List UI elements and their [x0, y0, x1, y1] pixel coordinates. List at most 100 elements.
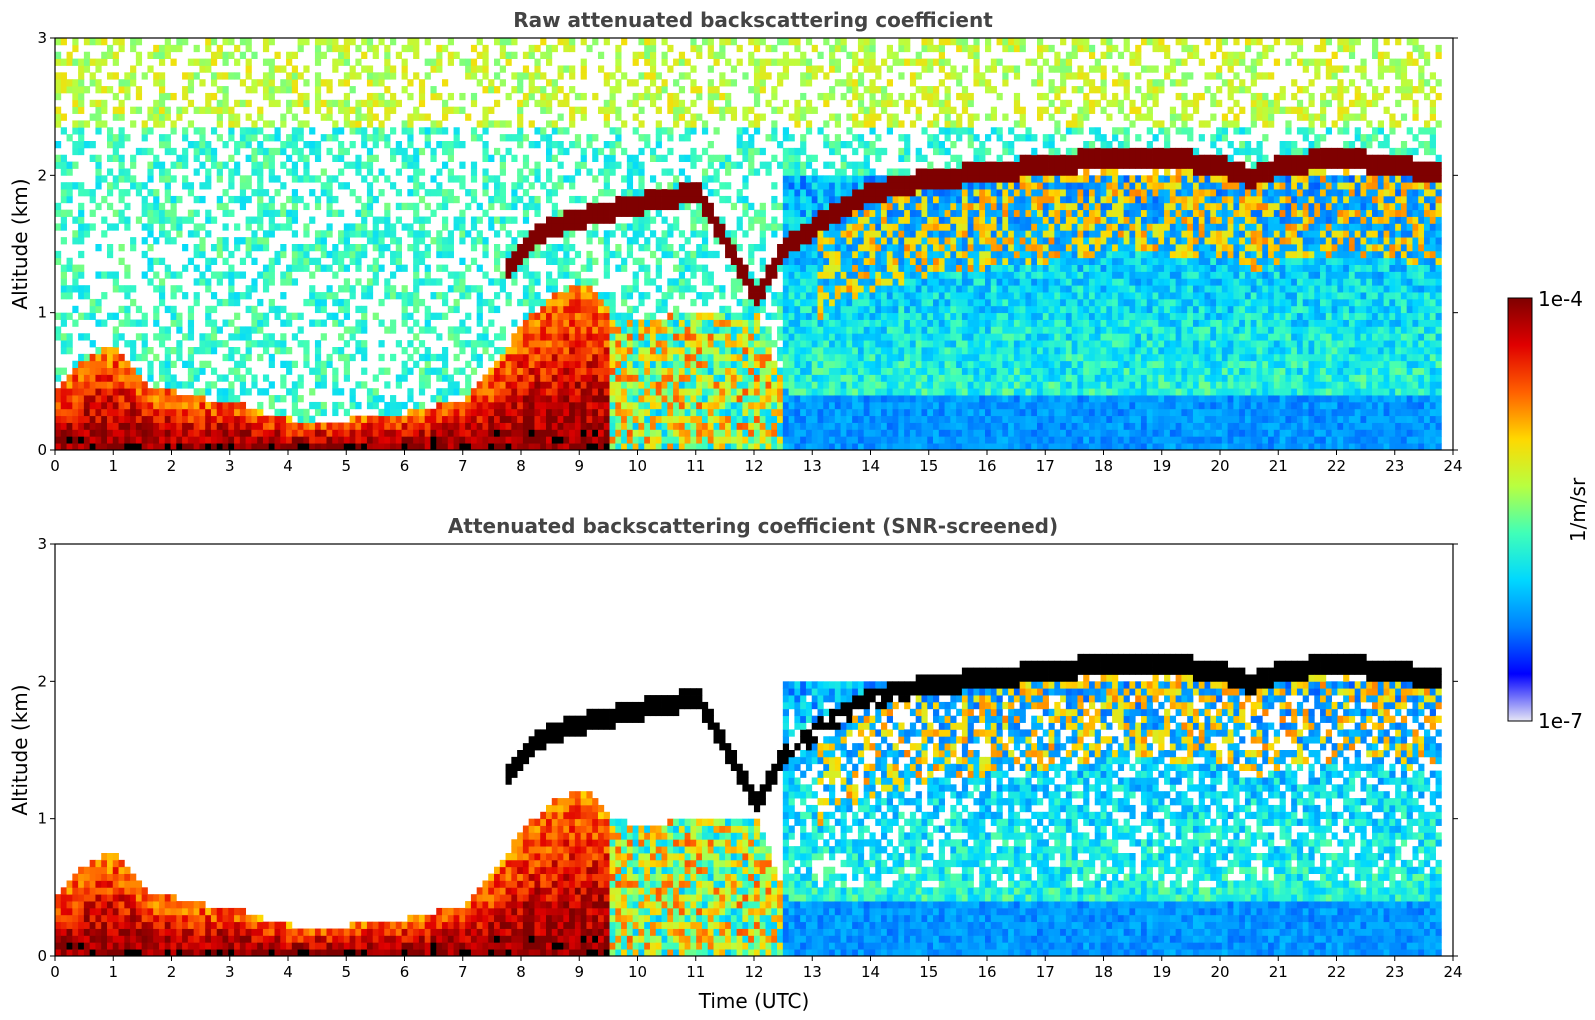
heatmap-cell — [794, 161, 801, 169]
heatmap-cell — [667, 326, 674, 334]
heatmap-cell — [580, 154, 587, 162]
heatmap-cell — [777, 264, 784, 272]
heatmap-cell — [517, 257, 524, 265]
heatmap-cell — [511, 436, 518, 444]
heatmap-cell — [805, 298, 813, 307]
heatmap-cell — [314, 408, 322, 417]
heatmap-cell — [800, 401, 807, 410]
heatmap-cell — [840, 415, 847, 423]
heatmap-cell — [343, 161, 350, 169]
heatmap-cell — [482, 250, 489, 259]
heatmap-cell — [418, 223, 426, 231]
heatmap-cell — [262, 237, 270, 245]
heatmap-cell — [649, 388, 657, 396]
heatmap-cell — [199, 58, 206, 66]
heatmap-cell — [684, 360, 691, 368]
heatmap-cell — [707, 415, 714, 423]
heatmap-cell — [205, 141, 212, 149]
heatmap-cell — [823, 367, 830, 375]
heatmap-cell — [603, 305, 610, 314]
heatmap-cell — [753, 92, 761, 101]
heatmap-cell — [661, 292, 668, 300]
heatmap-cell — [158, 388, 166, 396]
heatmap-cell — [846, 360, 853, 368]
heatmap-cell — [83, 367, 91, 375]
heatmap-cell — [158, 216, 166, 224]
heatmap-cell — [106, 347, 114, 355]
heatmap-cell — [118, 401, 125, 410]
heatmap-cell — [655, 154, 662, 162]
heatmap-cell — [268, 401, 275, 410]
heatmap-cell — [141, 72, 148, 80]
heatmap-cell — [615, 347, 622, 355]
heatmap-cell — [777, 202, 784, 211]
heatmap-cell — [546, 326, 553, 334]
heatmap-cell — [89, 436, 96, 444]
heatmap-cell — [603, 244, 610, 252]
heatmap-cell — [632, 209, 639, 217]
heatmap-cell — [719, 408, 726, 417]
heatmap-cell — [846, 326, 853, 334]
heatmap-cell — [199, 360, 206, 368]
heatmap-cell — [690, 250, 697, 259]
heatmap-cell — [447, 436, 454, 444]
heatmap-cell — [557, 182, 564, 190]
heatmap-cell — [170, 58, 177, 66]
heatmap-cell — [234, 44, 241, 53]
heatmap-cell — [66, 292, 73, 300]
heatmap-cell — [655, 381, 662, 389]
heatmap-cell — [673, 113, 680, 121]
heatmap-cell — [442, 250, 449, 259]
heatmap-cell — [615, 395, 622, 403]
heatmap-cell — [696, 436, 703, 444]
heatmap-cell — [667, 443, 674, 451]
heatmap-cell — [632, 223, 639, 231]
heatmap-cell — [800, 292, 807, 300]
heatmap-cell — [459, 106, 466, 114]
heatmap-cell — [603, 189, 610, 197]
heatmap-cell — [574, 223, 582, 231]
heatmap-cell — [794, 223, 801, 231]
heatmap-cell — [205, 443, 212, 451]
heatmap-cell — [164, 175, 171, 183]
heatmap-cell — [291, 360, 299, 368]
heatmap-cell — [777, 257, 784, 265]
heatmap-cell — [147, 202, 154, 211]
heatmap-cell — [239, 127, 247, 135]
heatmap-cell — [268, 340, 275, 348]
heatmap-cell — [465, 292, 472, 300]
heatmap-cell — [638, 175, 645, 183]
heatmap-cell — [522, 202, 530, 211]
heatmap-cell — [569, 86, 576, 94]
heatmap-cell — [609, 209, 616, 217]
heatmap-cell — [846, 72, 853, 80]
heatmap-cell — [205, 147, 212, 156]
heatmap-cell — [118, 415, 125, 423]
heatmap-cell — [320, 436, 327, 444]
heatmap-cell — [609, 92, 616, 101]
heatmap-cell — [736, 195, 743, 204]
heatmap-cell — [811, 347, 818, 355]
heatmap-cell — [736, 44, 743, 53]
heatmap-cell — [684, 326, 691, 334]
heatmap-cell — [626, 223, 634, 231]
heatmap-cell — [696, 292, 703, 300]
heatmap-cell — [442, 436, 449, 444]
heatmap-cell — [719, 381, 726, 389]
heatmap-cell — [684, 250, 691, 259]
heatmap-cell — [476, 216, 483, 224]
heatmap-cell — [834, 44, 841, 53]
heatmap-cell — [343, 312, 350, 320]
heatmap-cell — [522, 285, 530, 293]
heatmap-cell — [782, 65, 790, 73]
heatmap-cell — [55, 141, 62, 149]
heatmap-cell — [661, 154, 668, 162]
heatmap-cell — [413, 175, 420, 183]
heatmap-cell — [748, 147, 755, 156]
heatmap-cell — [239, 51, 247, 59]
heatmap-cell — [574, 305, 582, 314]
heatmap-cell — [748, 333, 755, 341]
heatmap-cell — [673, 415, 680, 423]
heatmap-cell — [251, 312, 258, 320]
heatmap-cell — [661, 443, 668, 451]
